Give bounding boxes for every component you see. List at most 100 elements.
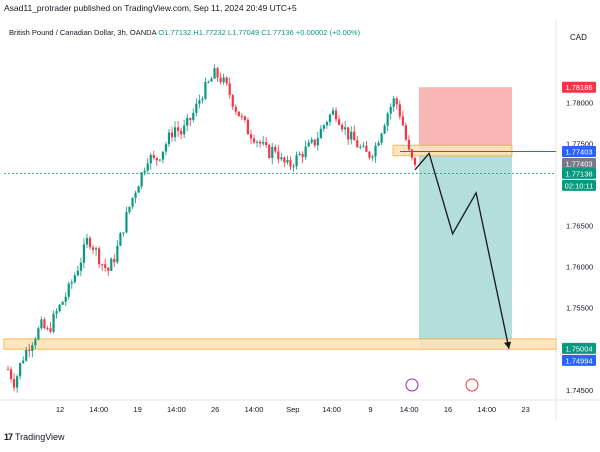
- candle-body: [12, 378, 16, 388]
- candle-body: [22, 360, 25, 363]
- price-tag-label: 1.77403: [565, 147, 592, 156]
- candle-body: [377, 142, 380, 146]
- candle-body: [110, 258, 113, 271]
- price-tag-box: [562, 157, 596, 169]
- candle-body: [131, 197, 134, 207]
- candle-body: [334, 110, 338, 120]
- candle-body: [398, 104, 401, 117]
- price-tag-box: [562, 354, 596, 366]
- candle-body: [271, 146, 274, 158]
- candle-body: [410, 149, 414, 158]
- candle-body: [277, 151, 280, 160]
- candle-body: [344, 127, 347, 130]
- price-tag-box: [562, 81, 596, 93]
- candle-body: [101, 264, 104, 266]
- candle-body: [362, 145, 365, 147]
- price-tag-label: 02:10:11: [565, 181, 594, 190]
- projection-path: [414, 152, 510, 349]
- event-icon-flag: [465, 378, 479, 392]
- x-tick-label: 14:00: [477, 405, 496, 414]
- x-tick-label: 14:00: [167, 405, 186, 414]
- candle-body: [122, 232, 125, 234]
- y-tick-label: 1.77500: [566, 140, 593, 149]
- candle-body: [146, 163, 149, 171]
- candle-body: [67, 283, 70, 297]
- candle-body: [52, 313, 55, 332]
- candle-body: [341, 124, 344, 130]
- x-tick-label: Sep: [286, 405, 299, 414]
- candle-body: [31, 345, 34, 352]
- candle-body: [301, 153, 304, 158]
- candle-body: [249, 134, 253, 139]
- price-tag-label: 1.78186: [565, 83, 592, 92]
- candle-body: [76, 270, 79, 276]
- candle-body: [328, 114, 332, 123]
- candle-body: [195, 103, 198, 113]
- candle-body: [201, 98, 204, 101]
- candle-body: [380, 133, 383, 143]
- candle-body: [113, 258, 116, 263]
- candle-body: [189, 118, 192, 120]
- candle-body: [143, 170, 146, 173]
- candle-body: [152, 154, 155, 158]
- candle-body: [337, 119, 341, 125]
- candle-body: [295, 155, 298, 167]
- candle-body: [34, 339, 37, 346]
- candle-body: [88, 238, 92, 248]
- candle-body: [265, 142, 268, 145]
- candle-body: [134, 192, 137, 198]
- candle-body: [16, 376, 19, 388]
- candle-body: [234, 106, 237, 112]
- candle-body: [25, 350, 28, 361]
- candle-body: [91, 247, 95, 250]
- candle-body: [268, 144, 271, 158]
- candle-body: [368, 151, 371, 158]
- ohlc-values: O1.77132 H1.77232 L1.77049 C1.77136 +0.0…: [158, 28, 361, 37]
- stop-loss-zone: [419, 87, 512, 152]
- candle-body: [140, 172, 143, 187]
- candle-body: [310, 139, 313, 143]
- candle-body: [359, 146, 362, 148]
- candle-body: [289, 159, 292, 167]
- brand-name: TradingView: [15, 432, 65, 442]
- candle-body: [252, 138, 256, 143]
- candle-body: [58, 304, 61, 312]
- symbol-name[interactable]: British Pound / Canadian Dollar, 3h, OAN…: [9, 28, 157, 37]
- candle-body: [6, 369, 10, 371]
- price-tag-box: [562, 342, 596, 354]
- candle-body: [125, 212, 128, 233]
- price-tag-label: 1.77136: [565, 169, 592, 178]
- candle-body: [94, 248, 98, 250]
- candle-body: [262, 142, 265, 144]
- candle-body: [307, 142, 310, 147]
- projection-arrowhead: [504, 341, 511, 349]
- candle-body: [374, 145, 377, 157]
- x-tick-label: 23: [521, 405, 529, 414]
- x-tick-label: 26: [211, 405, 219, 414]
- y-tick-label: 1.76000: [566, 263, 593, 272]
- candle-body: [207, 81, 210, 83]
- candle-body: [219, 77, 222, 83]
- candle-body: [353, 131, 356, 141]
- candle-body: [237, 111, 240, 117]
- candle-body: [173, 127, 177, 138]
- currency-label: CAD: [570, 33, 587, 42]
- candle-body: [386, 113, 389, 126]
- candle-body: [407, 139, 411, 150]
- candle-body: [70, 282, 73, 284]
- candle-body: [98, 248, 101, 265]
- candle-body: [331, 110, 335, 115]
- candle-body: [286, 159, 289, 163]
- candle-body: [85, 238, 89, 245]
- candle-body: [155, 157, 158, 161]
- candle-body: [316, 138, 319, 146]
- candle-body: [55, 311, 58, 314]
- candle-body: [298, 153, 301, 156]
- candle-body: [61, 301, 64, 305]
- candle-body: [164, 144, 168, 152]
- candle-body: [9, 369, 13, 379]
- candle-body: [325, 122, 329, 126]
- candle-body: [192, 112, 195, 120]
- candle-body: [246, 119, 250, 135]
